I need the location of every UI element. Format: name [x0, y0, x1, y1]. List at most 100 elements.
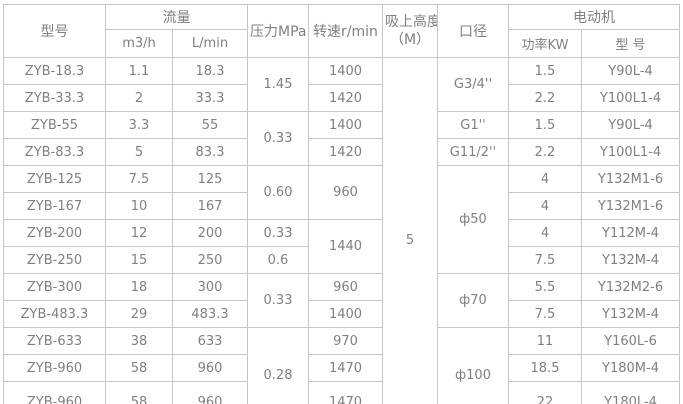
cell-caliber: G1'': [437, 111, 509, 139]
cell-motor-model: Y180M-4: [581, 354, 680, 382]
cell-model: ZYB-167: [3, 192, 106, 220]
cell-caliber: ф50: [437, 165, 509, 274]
table-row: ZYB-300 18 300 0.33 960 ф70 5.5 Y132M2-6: [3, 273, 680, 328]
cell-motor-model: Y160L-6: [581, 327, 680, 355]
cell-speed: 1420: [308, 138, 383, 166]
cell-motor-model: Y132M-4: [581, 246, 680, 274]
cell-motor-power: 1.5: [508, 111, 582, 139]
header-motor-model: 型 号: [581, 29, 680, 58]
cell-model: ZYB-633: [3, 327, 106, 355]
header-motor: 电动机: [508, 4, 680, 30]
cell-model: ZYB-33.3: [3, 84, 106, 112]
cell-speed: 1400: [308, 111, 383, 139]
cell-motor-power: 1.5: [508, 57, 582, 85]
table-row: ZYB-960 58 960 1470 18.5 Y180M-4: [3, 354, 680, 382]
cell-model: ZYB-483.3: [3, 300, 106, 328]
cell-model: ZYB-960: [3, 354, 106, 382]
header-motor-power: 功率KW: [508, 29, 582, 58]
cell-flow-m3h: 2: [105, 84, 173, 112]
cell-flow-lmin: 960: [172, 381, 248, 404]
cell-flow-lmin: 125: [172, 165, 248, 193]
cell-flow-m3h: 38: [105, 327, 173, 355]
cell-pressure: 0.33: [247, 273, 309, 328]
cell-flow-m3h: 58: [105, 354, 173, 382]
cell-flow-lmin: 960: [172, 354, 248, 382]
cell-pressure: 1.45: [247, 57, 309, 112]
cell-motor-model: Y112M-4: [581, 219, 680, 247]
cell-model: ZYB-300: [3, 273, 106, 301]
cell-caliber: ф100: [437, 327, 509, 404]
cell-flow-m3h: 3.3: [105, 111, 173, 139]
cell-flow-lmin: 55: [172, 111, 248, 139]
cell-motor-power: 2.2: [508, 84, 582, 112]
cell-model: ZYB-960: [3, 381, 106, 404]
cell-motor-model: Y180L-4: [581, 381, 680, 404]
cell-motor-model: Y132M-4: [581, 300, 680, 328]
cell-flow-m3h: 10: [105, 192, 173, 220]
cell-speed: 960: [308, 273, 383, 301]
table-row: ZYB-167 10 167 4 Y132M1-6: [3, 192, 680, 220]
cell-flow-m3h: 1.1: [105, 57, 173, 85]
cell-flow-lmin: 33.3: [172, 84, 248, 112]
cell-motor-power: 7.5: [508, 246, 582, 274]
cell-caliber: ф70: [437, 273, 509, 328]
cell-suction-height: 5: [382, 57, 438, 404]
cell-motor-model: Y132M1-6: [581, 192, 680, 220]
cell-model: ZYB-200: [3, 219, 106, 247]
cell-model: ZYB-55: [3, 111, 106, 139]
cell-flow-lmin: 167: [172, 192, 248, 220]
cell-motor-model: Y90L-4: [581, 57, 680, 85]
cell-flow-lmin: 300: [172, 273, 248, 301]
header-flow-lmin: L/min: [172, 29, 248, 58]
cell-flow-m3h: 58: [105, 381, 173, 404]
cell-speed: 960: [308, 165, 383, 220]
cell-pressure: 0.33: [247, 111, 309, 166]
cell-speed: 1400: [308, 57, 383, 85]
cell-flow-m3h: 5: [105, 138, 173, 166]
table-row: ZYB-33.3 2 33.3 1420 2.2 Y100L1-4: [3, 84, 680, 112]
table-row: ZYB-125 7.5 125 0.60 960 ф50 4 Y132M1-6: [3, 165, 680, 274]
cell-motor-model: Y100L1-4: [581, 138, 680, 166]
table-row: ZYB-18.3 1.1 18.3 1.45 1400 5 G3/4'' 1.5…: [3, 57, 680, 404]
header-pressure: 压力MPa: [247, 4, 309, 58]
header-model: 型号: [3, 4, 106, 58]
table-row: ZYB-83.3 5 83.3 1420 G11/2'' 2.2 Y100L1-…: [3, 138, 680, 166]
cell-pressure: 0.33: [247, 219, 309, 247]
header-flow: 流量: [105, 4, 248, 30]
table-row: ZYB-200 12 200 0.33 1440 4 Y112M-4: [3, 219, 680, 274]
table-row: ZYB-55 3.3 55 0.33 1400 G1'' 1.5 Y90L-4: [3, 111, 680, 166]
header-suction-line2: （M）: [389, 32, 431, 48]
header-flow-m3h: m3/h: [105, 29, 173, 58]
cell-motor-model: Y132M1-6: [581, 165, 680, 193]
table-row: ZYB-633 38 633 0.28 970 ф100 11 Y160L-6: [3, 327, 680, 404]
cell-flow-lmin: 633: [172, 327, 248, 355]
cell-motor-power: 5.5: [508, 273, 582, 301]
header-speed: 转速r/min: [308, 4, 383, 58]
cell-flow-m3h: 29: [105, 300, 173, 328]
cell-speed: 1400: [308, 300, 383, 328]
pump-spec-table: 型号 流量 压力MPa 转速r/min 吸上高度 （M） 口径 电动机 m3/h…: [3, 4, 680, 404]
cell-motor-power: 4: [508, 192, 582, 220]
cell-motor-power: 2.2: [508, 138, 582, 166]
cell-pressure: 0.28: [247, 327, 309, 404]
cell-flow-m3h: 15: [105, 246, 173, 274]
cell-motor-power: 18.5: [508, 354, 582, 382]
cell-flow-lmin: 200: [172, 219, 248, 247]
table-row: ZYB-960 58 960 1470 22 Y180L-4: [3, 381, 680, 404]
header-row-2: m3/h L/min 功率KW 型 号: [4, 29, 680, 58]
cell-speed: 1440: [308, 219, 383, 274]
cell-flow-lmin: 483.3: [172, 300, 248, 328]
cell-flow-lmin: 83.3: [172, 138, 248, 166]
cell-caliber: G11/2'': [437, 138, 509, 166]
cell-speed: 1470: [308, 354, 383, 382]
cell-model: ZYB-125: [3, 165, 106, 193]
cell-pressure: 0.60: [247, 165, 309, 220]
header-caliber: 口径: [437, 4, 509, 58]
cell-flow-m3h: 7.5: [105, 165, 173, 193]
cell-flow-lmin: 18.3: [172, 57, 248, 85]
header-suction-line1: 吸上高度: [385, 13, 438, 30]
cell-speed: 1420: [308, 84, 383, 112]
cell-flow-m3h: 12: [105, 219, 173, 247]
cell-motor-model: Y90L-4: [581, 111, 680, 139]
